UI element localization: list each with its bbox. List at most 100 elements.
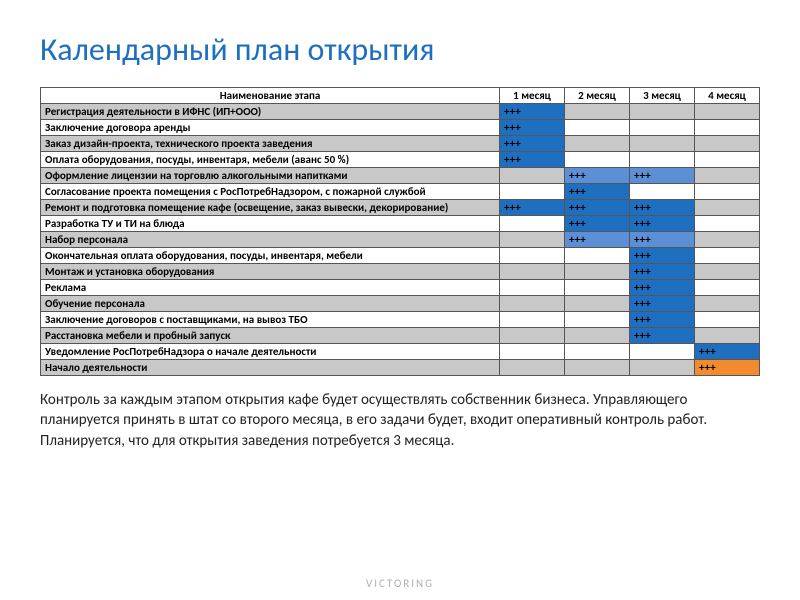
month-cell: [630, 120, 695, 136]
table-row: Расстановка мебели и пробный запуск +++: [41, 328, 760, 344]
month-cell: [500, 280, 565, 296]
table-row: Начало деятельности+++: [41, 360, 760, 376]
month-cell: [565, 120, 630, 136]
month-cell: [500, 328, 565, 344]
month-cell: +++: [630, 216, 695, 232]
month-cell: +++: [565, 200, 630, 216]
table-row: Реклама +++: [41, 280, 760, 296]
month-cell: +++: [500, 152, 565, 168]
table-row: Окончательная оплата оборудования, посуд…: [41, 248, 760, 264]
table-row: Заказ дизайн-проекта, технического проек…: [41, 136, 760, 152]
month-cell: [695, 264, 760, 280]
month-cell: [695, 136, 760, 152]
table-row: Оплата оборудования, посуды, инвентаря, …: [41, 152, 760, 168]
month-cell: [630, 136, 695, 152]
note-paragraph: Контроль за каждым этапом открытия кафе …: [40, 390, 760, 451]
stage-name: Расстановка мебели и пробный запуск: [41, 328, 500, 344]
stage-name: Оплата оборудования, посуды, инвентаря, …: [41, 152, 500, 168]
stage-name: Набор персонала: [41, 232, 500, 248]
stage-name: Регистрация деятельности в ИФНС (ИП+ООО): [41, 104, 500, 120]
table-row: Оформление лицензии на торговлю алкоголь…: [41, 168, 760, 184]
month-cell: [565, 312, 630, 328]
month-cell: [565, 104, 630, 120]
month-cell: [565, 264, 630, 280]
month-cell: [565, 136, 630, 152]
month-cell: +++: [565, 232, 630, 248]
table-row: Разработка ТУ и ТИ на блюда ++++++: [41, 216, 760, 232]
footer-text: VICTORING: [0, 577, 800, 590]
month-cell: +++: [630, 168, 695, 184]
month-cell: [500, 312, 565, 328]
table-row: Заключение договоров с поставщиками, на …: [41, 312, 760, 328]
month-cell: +++: [630, 264, 695, 280]
month-cell: [500, 248, 565, 264]
month-cell: +++: [565, 184, 630, 200]
month-cell: [565, 152, 630, 168]
month-cell: [500, 168, 565, 184]
month-cell: [500, 360, 565, 376]
month-cell: [695, 168, 760, 184]
stage-name: Согласование проекта помещения с РосПотр…: [41, 184, 500, 200]
month-cell: +++: [630, 232, 695, 248]
stage-name: Окончательная оплата оборудования, посуд…: [41, 248, 500, 264]
table-row: Ремонт и подготовка помещение кафе (осве…: [41, 200, 760, 216]
month-cell: +++: [565, 168, 630, 184]
col-month-3: 3 месяц: [630, 88, 695, 104]
month-cell: [500, 344, 565, 360]
month-cell: [695, 152, 760, 168]
month-cell: [500, 296, 565, 312]
month-cell: [500, 264, 565, 280]
month-cell: [695, 248, 760, 264]
month-cell: [500, 232, 565, 248]
month-cell: [695, 216, 760, 232]
calendar-plan-table: Наименование этапа 1 месяц 2 месяц 3 мес…: [40, 87, 760, 376]
month-cell: [695, 328, 760, 344]
month-cell: [565, 248, 630, 264]
page-title: Календарный план открытия: [40, 30, 760, 69]
table-row: Согласование проекта помещения с РосПотр…: [41, 184, 760, 200]
table-row: Обучение персонала+++: [41, 296, 760, 312]
month-cell: [695, 120, 760, 136]
month-cell: +++: [630, 328, 695, 344]
month-cell: +++: [565, 216, 630, 232]
month-cell: [695, 200, 760, 216]
month-cell: [565, 344, 630, 360]
table-header-row: Наименование этапа 1 месяц 2 месяц 3 мес…: [41, 88, 760, 104]
col-month-1: 1 месяц: [500, 88, 565, 104]
month-cell: +++: [500, 200, 565, 216]
month-cell: [695, 184, 760, 200]
stage-name: Монтаж и установка оборудования: [41, 264, 500, 280]
month-cell: [695, 280, 760, 296]
month-cell: [500, 184, 565, 200]
stage-name: Заключение договора аренды: [41, 120, 500, 136]
table-row: Набор персонала ++++++: [41, 232, 760, 248]
stage-name: Разработка ТУ и ТИ на блюда: [41, 216, 500, 232]
stage-name: Заказ дизайн-проекта, технического проек…: [41, 136, 500, 152]
month-cell: [630, 184, 695, 200]
month-cell: [695, 296, 760, 312]
month-cell: +++: [630, 280, 695, 296]
table-row: Уведомление РосПотребНадзора о начале де…: [41, 344, 760, 360]
month-cell: [695, 104, 760, 120]
stage-name: Оформление лицензии на торговлю алкоголь…: [41, 168, 500, 184]
month-cell: [565, 296, 630, 312]
month-cell: +++: [630, 312, 695, 328]
month-cell: [565, 328, 630, 344]
table-row: Монтаж и установка оборудования +++: [41, 264, 760, 280]
col-month-2: 2 месяц: [565, 88, 630, 104]
month-cell: +++: [630, 296, 695, 312]
stage-name: Ремонт и подготовка помещение кафе (осве…: [41, 200, 500, 216]
month-cell: [500, 216, 565, 232]
stage-name: Начало деятельности: [41, 360, 500, 376]
month-cell: +++: [630, 200, 695, 216]
month-cell: +++: [630, 248, 695, 264]
month-cell: [630, 344, 695, 360]
month-cell: [565, 280, 630, 296]
month-cell: [630, 152, 695, 168]
month-cell: +++: [500, 136, 565, 152]
stage-name: Реклама: [41, 280, 500, 296]
month-cell: [630, 360, 695, 376]
month-cell: +++: [695, 344, 760, 360]
month-cell: [695, 312, 760, 328]
month-cell: [630, 104, 695, 120]
